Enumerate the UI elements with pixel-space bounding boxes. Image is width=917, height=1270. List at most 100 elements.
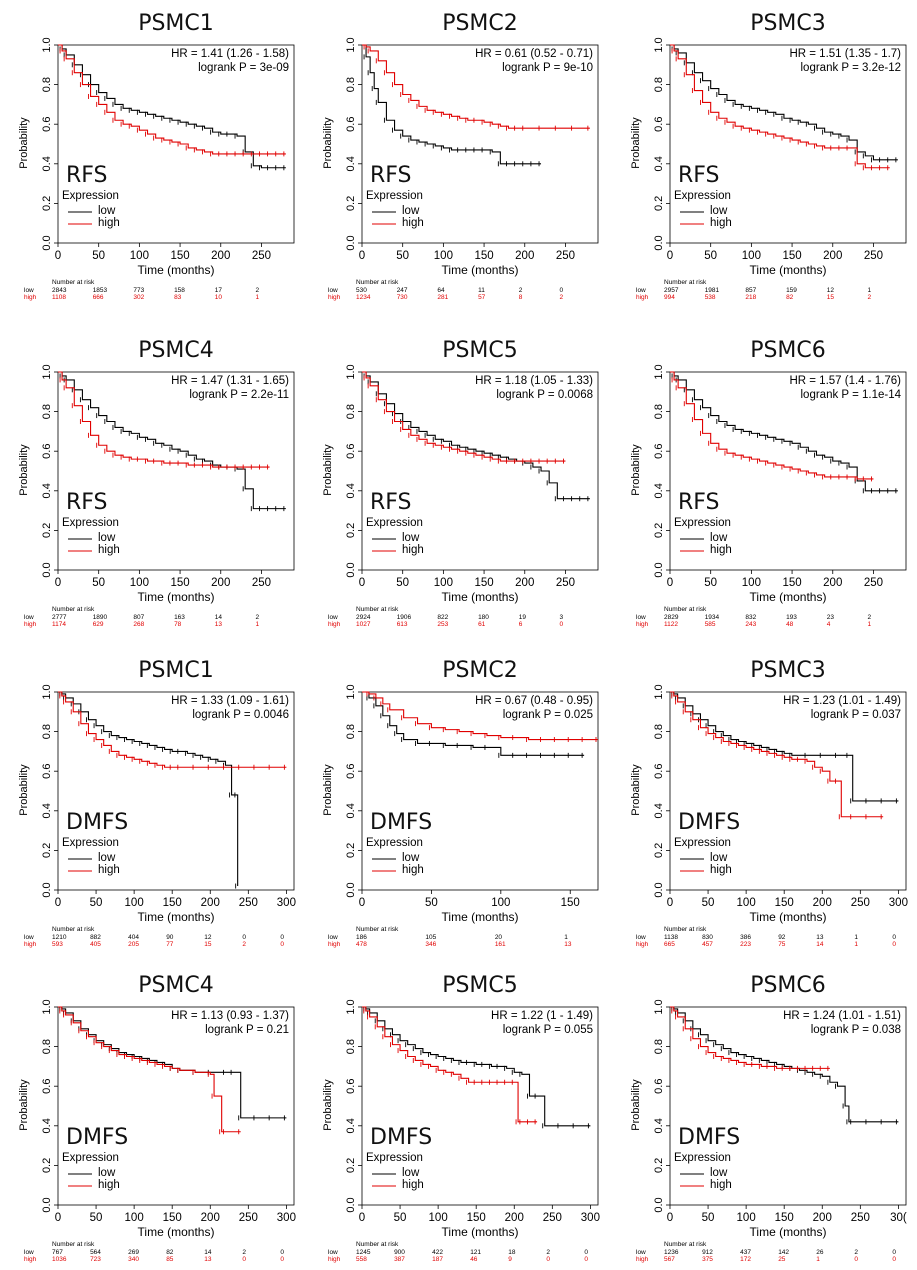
- risk-count-high: 387: [394, 1256, 405, 1263]
- km-curve-low: [362, 371, 590, 500]
- y-axis-title: Probability: [322, 117, 334, 169]
- risk-row-label-high: high: [24, 621, 37, 628]
- risk-count-low: 1934: [704, 614, 720, 621]
- x-tick-label: 50: [92, 250, 105, 262]
- risk-row-label-low: low: [636, 614, 646, 621]
- legend-item-low: low: [402, 1167, 420, 1179]
- risk-count-low: 1853: [92, 287, 108, 294]
- risk-count-high: 1108: [52, 294, 66, 301]
- x-tick-label: 100: [491, 897, 510, 909]
- y-tick-label: 0.8: [345, 404, 357, 419]
- risk-count-high: 0: [280, 941, 284, 948]
- risk-count-low: 1: [564, 934, 568, 941]
- risk-count-low: 882: [90, 934, 101, 941]
- y-tick-label: 1.0: [653, 684, 665, 699]
- km-curve-high: [58, 371, 270, 468]
- y-tick-label: 1.0: [653, 999, 665, 1014]
- risk-count-high: 2: [867, 294, 872, 301]
- y-tick-label: 0.0: [345, 1197, 357, 1212]
- y-tick-label: 0.4: [653, 1118, 665, 1133]
- km-plot: 0.0 0.2 0.4 0.6 0.8 1.0 0 50 100 150 200 250: [653, 364, 907, 589]
- survival-metric-label: RFS: [370, 163, 412, 188]
- km-panel: PSMC6 0.0 0.2 0.4 0.6 0.8 1.0 0 50 100 150 200 250 30…: [620, 970, 916, 1270]
- legend-title: Expression: [62, 1152, 119, 1164]
- y-tick-label: 0.2: [345, 196, 357, 211]
- risk-row-label-high: high: [328, 294, 341, 301]
- y-axis-title: Probability: [18, 444, 30, 496]
- hazard-ratio-text: HR = 1.51 (1.35 - 1.7): [789, 48, 901, 60]
- risk-count-high: 666: [92, 294, 104, 301]
- y-tick-label: 0.2: [41, 843, 53, 858]
- y-tick-label: 0.8: [41, 77, 53, 92]
- y-tick-label: 0.6: [653, 117, 665, 132]
- risk-count-high: 665: [664, 941, 675, 948]
- risk-row-label-low: low: [328, 934, 338, 941]
- y-tick-label: 0.0: [345, 562, 357, 577]
- risk-count-high: 46: [470, 1256, 478, 1263]
- y-tick-label: 0.2: [41, 523, 53, 538]
- legend-item-low: low: [710, 1167, 728, 1179]
- risk-count-low: 2924: [356, 614, 371, 621]
- x-tick-label: 50: [396, 577, 409, 589]
- risk-row-label-high: high: [328, 941, 341, 948]
- risk-count-low: 2: [854, 1249, 858, 1256]
- y-tick-label: 0.4: [41, 483, 53, 498]
- risk-count-low: 1245: [356, 1249, 371, 1256]
- risk-count-high: 629: [92, 621, 104, 628]
- plot-frame: [57, 1006, 295, 1206]
- x-tick-label: 200: [823, 250, 842, 262]
- km-curve-low: [58, 691, 239, 887]
- km-curve-high: [362, 44, 590, 129]
- panel-title: PSMC6: [750, 338, 826, 363]
- risk-row-label-high: high: [24, 294, 37, 301]
- x-tick-label: 0: [55, 897, 61, 909]
- risk-count-high: 9: [508, 1256, 512, 1263]
- risk-count-high: 4: [826, 621, 831, 628]
- y-tick-label: 0.8: [41, 724, 53, 739]
- y-tick-label: 0.8: [345, 1039, 357, 1054]
- y-tick-label: 0.4: [345, 803, 357, 818]
- logrank-p-text: logrank P = 0.21: [205, 1024, 289, 1036]
- x-tick-label: 150: [170, 577, 189, 589]
- x-axis-title: Time (months): [137, 263, 215, 277]
- panel-title: PSMC3: [750, 11, 826, 36]
- km-plot: 0.0 0.2 0.4 0.6 0.8 1.0 0 50 100 150 200 250: [653, 37, 907, 262]
- risk-table-title: Number at risk: [356, 926, 399, 933]
- x-tick-label: 200: [515, 577, 534, 589]
- x-tick-label: 50: [704, 250, 717, 262]
- plot-frame: [57, 691, 295, 891]
- x-tick-label: 0: [667, 1212, 673, 1224]
- risk-count-low: 90: [166, 934, 174, 941]
- risk-count-low: 1890: [92, 614, 108, 621]
- legend-item-high: high: [98, 864, 120, 876]
- risk-count-high: 8: [518, 294, 523, 301]
- x-tick-label: 250: [252, 250, 271, 262]
- y-tick-label: 0.8: [345, 724, 357, 739]
- hazard-ratio-text: HR = 1.33 (1.09 - 1.61): [171, 695, 289, 707]
- risk-count-high: 1122: [664, 621, 678, 628]
- risk-count-high: 75: [778, 941, 786, 948]
- risk-count-low: 1: [867, 287, 872, 294]
- x-tick-label: 150: [163, 897, 182, 909]
- risk-count-high: 1: [854, 941, 858, 948]
- survival-metric-label: DMFS: [66, 810, 129, 835]
- survival-metric-label: DMFS: [678, 810, 741, 835]
- risk-table-title: Number at risk: [52, 1241, 95, 1248]
- y-axis-title: Probability: [322, 764, 334, 816]
- risk-count-low: 159: [786, 287, 797, 294]
- y-tick-label: 0.8: [345, 77, 357, 92]
- panel-title: PSMC1: [138, 11, 214, 36]
- risk-row-label-low: low: [24, 934, 34, 941]
- risk-count-high: 1: [255, 294, 260, 301]
- panel-title: PSMC2: [442, 658, 518, 683]
- y-tick-label: 0.6: [41, 117, 53, 132]
- x-tick-label: 100: [737, 897, 756, 909]
- x-tick-label: 100: [429, 1212, 448, 1224]
- legend-item-high: high: [710, 864, 732, 876]
- legend-item-low: low: [402, 852, 420, 864]
- y-tick-label: 0.2: [345, 523, 357, 538]
- y-tick-label: 0.4: [345, 1118, 357, 1133]
- legend-title: Expression: [62, 517, 119, 529]
- y-tick-label: 0.2: [41, 196, 53, 211]
